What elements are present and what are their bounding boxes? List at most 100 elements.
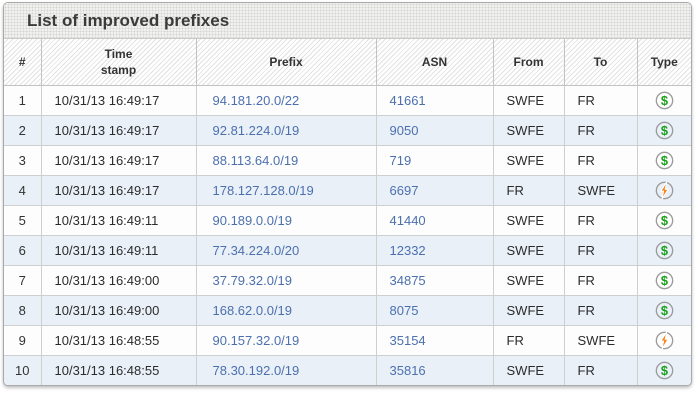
dollar-icon: $ xyxy=(655,211,674,230)
dollar-icon: $ xyxy=(655,91,674,110)
prefix-cell: 90.157.32.0/19 xyxy=(195,324,377,356)
table-row: 5 10/31/13 16:49:11 90.189.0.0/19 41440 … xyxy=(4,204,691,236)
timestamp-cell: 10/31/13 16:49:17 xyxy=(40,84,197,116)
panel-title: List of improved prefixes xyxy=(27,10,230,30)
type-cell: $ xyxy=(636,114,691,146)
svg-text:$: $ xyxy=(661,272,668,287)
from-cell: FR xyxy=(492,324,565,356)
svg-text:$: $ xyxy=(661,212,668,227)
type-cell: $ xyxy=(636,294,691,326)
asn-link[interactable]: 8075 xyxy=(389,302,419,318)
timestamp-cell: 10/31/13 16:49:17 xyxy=(40,114,197,146)
to-cell: FR xyxy=(563,294,638,326)
asn-link[interactable]: 41440 xyxy=(389,212,426,228)
prefix-link[interactable]: 78.30.192.0/19 xyxy=(212,362,300,378)
asn-link[interactable]: 6697 xyxy=(389,182,419,198)
asn-cell: 41661 xyxy=(375,84,494,116)
asn-cell: 6697 xyxy=(375,174,494,206)
asn-cell: 35154 xyxy=(375,324,494,356)
asn-cell: 8075 xyxy=(375,294,494,326)
row-number-cell: 4 xyxy=(4,174,42,206)
asn-link[interactable]: 12332 xyxy=(389,242,426,258)
prefix-cell: 77.34.224.0/20 xyxy=(195,234,377,266)
prefix-link[interactable]: 77.34.224.0/20 xyxy=(212,242,300,258)
prefix-link[interactable]: 92.81.224.0/19 xyxy=(212,122,300,138)
asn-link[interactable]: 9050 xyxy=(389,122,419,138)
to-cell: FR xyxy=(563,144,638,176)
col-header-num-label: # xyxy=(18,54,26,69)
from-cell: SWFE xyxy=(492,84,565,116)
asn-link[interactable]: 719 xyxy=(389,152,412,168)
table-row: 6 10/31/13 16:49:11 77.34.224.0/20 12332… xyxy=(4,234,691,266)
type-cell: $ xyxy=(636,354,691,385)
col-header-from-label: From xyxy=(513,54,544,69)
timestamp-cell: 10/31/13 16:49:11 xyxy=(40,204,197,236)
type-cell: $ xyxy=(636,234,691,266)
row-number-cell: 1 xyxy=(4,84,42,116)
asn-cell: 12332 xyxy=(375,234,494,266)
to-cell: FR xyxy=(563,264,638,296)
dollar-icon: $ xyxy=(655,361,674,380)
prefix-link[interactable]: 168.62.0.0/19 xyxy=(212,302,293,318)
svg-text:$: $ xyxy=(661,363,668,378)
svg-text:$: $ xyxy=(661,152,668,167)
asn-cell: 34875 xyxy=(375,264,494,296)
prefixes-table: # Time stamp Prefix ASN From To Type 1 1… xyxy=(4,39,691,385)
to-cell: FR xyxy=(563,234,638,266)
asn-link[interactable]: 41661 xyxy=(389,92,426,108)
timestamp-cell: 10/31/13 16:49:00 xyxy=(40,264,197,296)
col-header-timestamp-label: Time stamp xyxy=(100,46,137,77)
timestamp-cell: 10/31/13 16:49:00 xyxy=(40,294,197,326)
col-header-prefix-label: Prefix xyxy=(269,54,303,69)
table-body: 1 10/31/13 16:49:17 94.181.20.0/22 41661… xyxy=(4,84,691,385)
col-header-timestamp: Time stamp xyxy=(40,39,197,86)
col-header-type-label: Type xyxy=(650,54,678,69)
asn-cell: 719 xyxy=(375,144,494,176)
col-header-to-label: To xyxy=(593,54,608,69)
asn-link[interactable]: 35816 xyxy=(389,362,426,378)
timestamp-cell: 10/31/13 16:49:11 xyxy=(40,234,197,266)
dollar-icon: $ xyxy=(655,301,674,320)
type-cell xyxy=(636,324,691,356)
row-number-cell: 6 xyxy=(4,234,42,266)
asn-cell: 41440 xyxy=(375,204,494,236)
col-header-from: From xyxy=(492,39,565,86)
type-cell xyxy=(636,174,691,206)
to-cell: FR xyxy=(563,84,638,116)
table-row: 2 10/31/13 16:49:17 92.81.224.0/19 9050 … xyxy=(4,114,691,146)
type-cell: $ xyxy=(636,84,691,116)
timestamp-cell: 10/31/13 16:49:17 xyxy=(40,144,197,176)
prefix-link[interactable]: 90.157.32.0/19 xyxy=(212,332,300,348)
from-cell: FR xyxy=(492,174,565,206)
col-header-num: # xyxy=(4,39,42,86)
from-cell: SWFE xyxy=(492,144,565,176)
type-cell: $ xyxy=(636,204,691,236)
table-row: 1 10/31/13 16:49:17 94.181.20.0/22 41661… xyxy=(4,84,691,116)
dollar-icon: $ xyxy=(655,151,674,170)
asn-link[interactable]: 35154 xyxy=(389,332,426,348)
svg-text:$: $ xyxy=(661,92,668,107)
col-header-type: Type xyxy=(636,39,691,86)
dollar-icon: $ xyxy=(655,241,674,260)
lightning-icon xyxy=(655,330,674,350)
row-number-cell: 10 xyxy=(4,354,42,385)
from-cell: SWFE xyxy=(492,264,565,296)
asn-cell: 9050 xyxy=(375,114,494,146)
prefix-link[interactable]: 178.127.128.0/19 xyxy=(212,182,314,198)
table-row: 10 10/31/13 16:48:55 78.30.192.0/19 3581… xyxy=(4,354,691,385)
prefix-link[interactable]: 37.79.32.0/19 xyxy=(212,272,293,288)
row-number-cell: 3 xyxy=(4,144,42,176)
prefix-cell: 88.113.64.0/19 xyxy=(195,144,377,176)
dollar-icon: $ xyxy=(655,271,674,290)
prefix-link[interactable]: 88.113.64.0/19 xyxy=(212,152,299,168)
asn-link[interactable]: 34875 xyxy=(389,272,426,288)
table-row: 8 10/31/13 16:49:00 168.62.0.0/19 8075 S… xyxy=(4,294,691,326)
prefix-cell: 92.81.224.0/19 xyxy=(195,114,377,146)
prefix-link[interactable]: 94.181.20.0/22 xyxy=(212,92,300,108)
type-cell: $ xyxy=(636,264,691,296)
prefix-link[interactable]: 90.189.0.0/19 xyxy=(212,212,293,228)
timestamp-cell: 10/31/13 16:48:55 xyxy=(40,354,197,385)
svg-text:$: $ xyxy=(661,242,668,257)
row-number-cell: 8 xyxy=(4,294,42,326)
timestamp-cell: 10/31/13 16:49:17 xyxy=(40,174,197,206)
